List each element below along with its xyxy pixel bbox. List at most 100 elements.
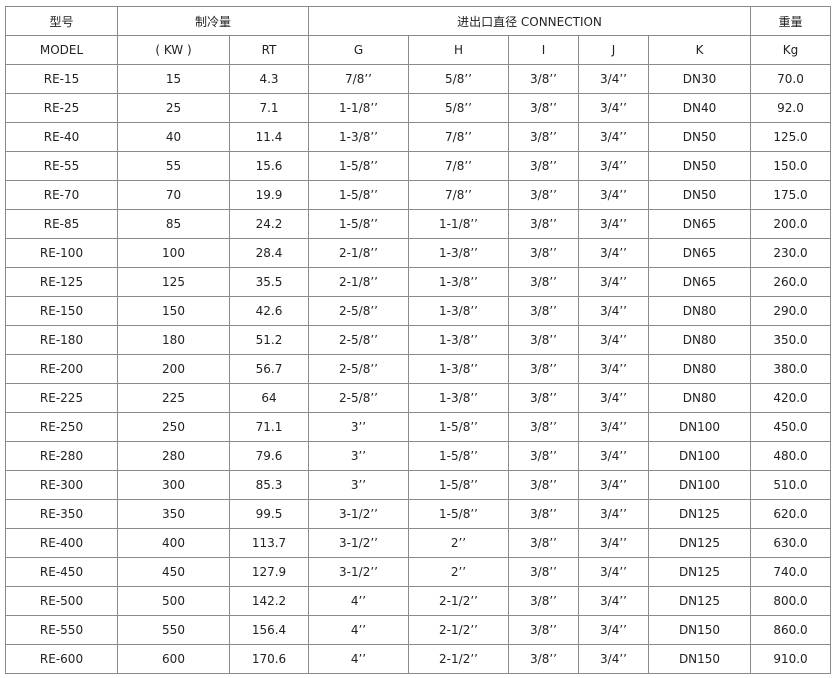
table-cell: 1-5/8’’ (408, 499, 509, 529)
table-cell: 3/4’’ (578, 209, 649, 239)
table-cell: 3/4’’ (578, 238, 649, 268)
table-cell: DN50 (648, 180, 751, 210)
table-cell: 2-1/2’’ (408, 586, 509, 616)
table-cell: 1-3/8’’ (408, 267, 509, 297)
table-cell: 3/8’’ (508, 470, 579, 500)
table-cell: 3’’ (308, 470, 409, 500)
table-cell: 175.0 (750, 180, 831, 210)
table-cell: 3/8’’ (508, 441, 579, 471)
table-cell: 64 (229, 383, 309, 413)
table-cell: RE-225 (5, 383, 118, 413)
header-h: H (408, 35, 509, 65)
table-cell: RE-85 (5, 209, 118, 239)
table-cell: 3/8’’ (508, 93, 579, 123)
header-rt: RT (229, 35, 309, 65)
table-cell: 2-1/2’’ (408, 644, 509, 674)
table-cell: 85 (117, 209, 230, 239)
table-cell: RE-15 (5, 64, 118, 94)
table-cell: 79.6 (229, 441, 309, 471)
table-cell: 2-1/8’’ (308, 267, 409, 297)
table-cell: 3’’ (308, 412, 409, 442)
table-cell: RE-70 (5, 180, 118, 210)
table-cell: DN125 (648, 528, 751, 558)
table-cell: RE-180 (5, 325, 118, 355)
table-row: RE-550 550 156.4 4’’ 2-1/2’’ 3/8’’ 3/4’’ DN150 8… (5, 615, 831, 645)
table-cell: 3/8’’ (508, 238, 579, 268)
header-capacity: 制冷量 (117, 6, 309, 36)
table-cell: RE-40 (5, 122, 118, 152)
table-cell: 2-1/2’’ (408, 615, 509, 645)
table-cell: 7/8’’ (408, 122, 509, 152)
table-row: RE-500 500 142.2 4’’ 2-1/2’’ 3/8’’ 3/4’’ DN125 8… (5, 586, 831, 616)
table-row: RE-250 250 71.1 3’’ 1-5/8’’ 3/8’’ 3/4’’ DN100 45… (5, 412, 831, 442)
table-cell: 19.9 (229, 180, 309, 210)
table-cell: DN125 (648, 557, 751, 587)
header-connection: 进出口直径 CONNECTION (308, 6, 751, 36)
table-cell: 35.5 (229, 267, 309, 297)
table-cell: 3-1/2’’ (308, 557, 409, 587)
table-cell: 400 (117, 528, 230, 558)
table-cell: 142.2 (229, 586, 309, 616)
table-cell: 15 (117, 64, 230, 94)
table-cell: 3/8’’ (508, 354, 579, 384)
table-cell: 56.7 (229, 354, 309, 384)
table-cell: 300 (117, 470, 230, 500)
table-cell: 15.6 (229, 151, 309, 181)
table-cell: 7/8’’ (408, 151, 509, 181)
table-cell: 85.3 (229, 470, 309, 500)
header-model-en: MODEL (5, 35, 118, 65)
table-cell: RE-250 (5, 412, 118, 442)
table-cell: 3-1/2’’ (308, 499, 409, 529)
table-cell: 290.0 (750, 296, 831, 326)
table-cell: 55 (117, 151, 230, 181)
table-cell: 1-5/8’’ (408, 441, 509, 471)
table-cell: 3/8’’ (508, 267, 579, 297)
table-cell: 3/8’’ (508, 528, 579, 558)
table-cell: 200.0 (750, 209, 831, 239)
table-cell: 4.3 (229, 64, 309, 94)
table-cell: RE-100 (5, 238, 118, 268)
table-cell: 450 (117, 557, 230, 587)
table-cell: 800.0 (750, 586, 831, 616)
table-cell: 3/4’’ (578, 615, 649, 645)
spec-table: 型号 制冷量 进出口直径 CONNECTION 重量 MODEL ( KW ) … (5, 6, 831, 674)
table-cell: 860.0 (750, 615, 831, 645)
table-cell: 24.2 (229, 209, 309, 239)
table-cell: RE-200 (5, 354, 118, 384)
header-kg: Kg (750, 35, 831, 65)
table-cell: 1-3/8’’ (408, 383, 509, 413)
table-cell: DN50 (648, 122, 751, 152)
table-cell: 3/8’’ (508, 615, 579, 645)
table-cell: 42.6 (229, 296, 309, 326)
header-model-cn: 型号 (5, 6, 118, 36)
table-cell: 5/8’’ (408, 64, 509, 94)
table-cell: 2-5/8’’ (308, 383, 409, 413)
table-cell: 3/4’’ (578, 557, 649, 587)
table-cell: 3/8’’ (508, 412, 579, 442)
table-cell: 3/4’’ (578, 325, 649, 355)
table-cell: 4’’ (308, 615, 409, 645)
table-cell: 250 (117, 412, 230, 442)
table-cell: 3/8’’ (508, 644, 579, 674)
table-cell: 2’’ (408, 557, 509, 587)
table-row: RE-450 450 127.9 3-1/2’’ 2’’ 3/8’’ 3/4’’ DN125 7… (5, 557, 831, 587)
table-cell: 225 (117, 383, 230, 413)
table-cell: 630.0 (750, 528, 831, 558)
table-row: RE-350 350 99.5 3-1/2’’ 1-5/8’’ 3/8’’ 3/4’’ DN1… (5, 499, 831, 529)
table-cell: 3/4’’ (578, 644, 649, 674)
table-cell: 156.4 (229, 615, 309, 645)
table-cell: 380.0 (750, 354, 831, 384)
table-cell: 550 (117, 615, 230, 645)
table-cell: DN40 (648, 93, 751, 123)
table-cell: 3/8’’ (508, 296, 579, 326)
table-body: RE-15 15 4.3 7/8’’ 5/8’’ 3/8’’ 3/4’’ DN30 70.0 RE… (5, 64, 831, 674)
table-cell: 3’’ (308, 441, 409, 471)
table-cell: RE-125 (5, 267, 118, 297)
table-row: RE-125 125 35.5 2-1/8’’ 1-3/8’’ 3/8’’ 3/4’’ DN6… (5, 267, 831, 297)
table-cell: 25 (117, 93, 230, 123)
table-cell: DN100 (648, 470, 751, 500)
table-cell: 170.6 (229, 644, 309, 674)
table-cell: 180 (117, 325, 230, 355)
table-cell: DN80 (648, 354, 751, 384)
table-cell: 1-5/8’’ (308, 180, 409, 210)
